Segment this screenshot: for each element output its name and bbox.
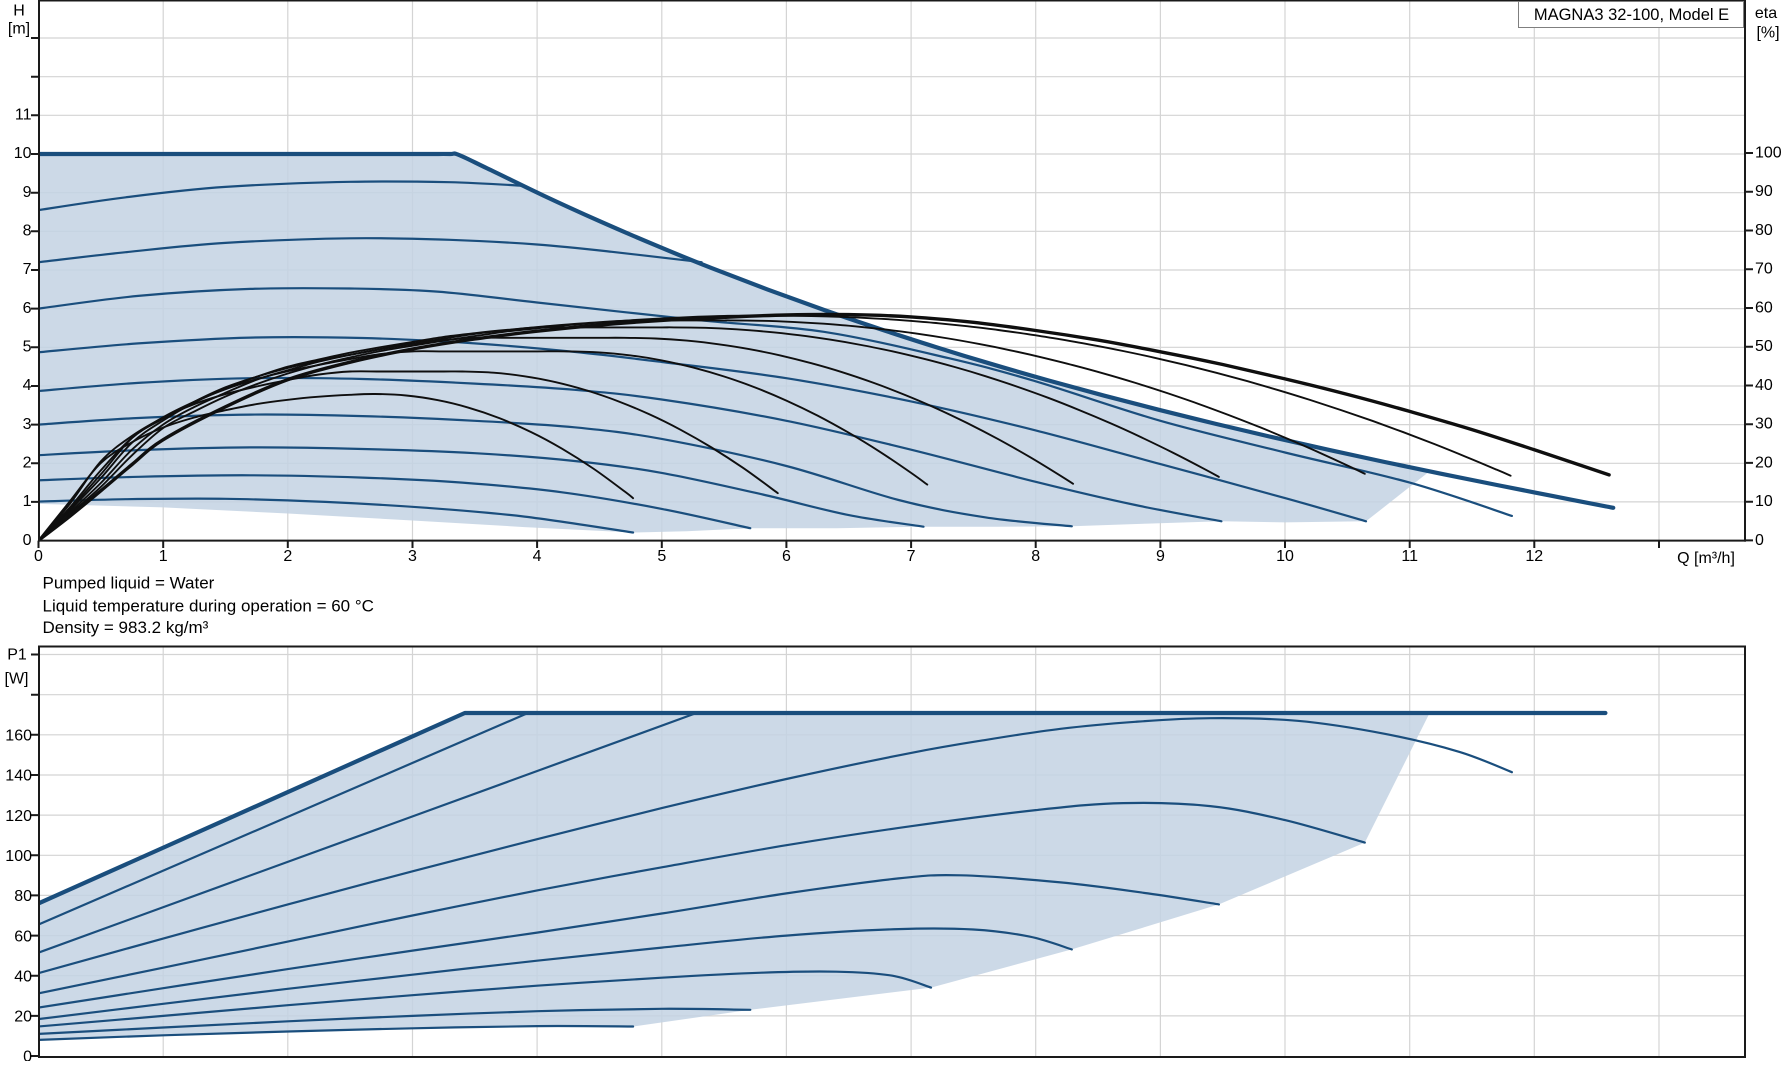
svg-text:20: 20 bbox=[1755, 454, 1773, 471]
svg-text:100: 100 bbox=[5, 848, 32, 865]
svg-text:4: 4 bbox=[533, 548, 542, 565]
svg-text:80: 80 bbox=[14, 888, 32, 905]
svg-text:6: 6 bbox=[782, 548, 791, 565]
svg-text:160: 160 bbox=[5, 728, 32, 745]
svg-text:30: 30 bbox=[1755, 416, 1773, 433]
svg-text:70: 70 bbox=[1755, 261, 1773, 278]
svg-text:5: 5 bbox=[657, 548, 666, 565]
svg-text:6: 6 bbox=[23, 300, 32, 317]
svg-text:10: 10 bbox=[1276, 548, 1294, 565]
svg-text:[%]: [%] bbox=[1756, 24, 1779, 41]
svg-text:1: 1 bbox=[23, 493, 32, 510]
svg-text:H: H bbox=[13, 3, 25, 20]
svg-text:60: 60 bbox=[14, 928, 32, 945]
svg-text:7: 7 bbox=[23, 261, 32, 278]
svg-text:4: 4 bbox=[23, 377, 32, 394]
svg-text:40: 40 bbox=[14, 968, 32, 985]
svg-text:7: 7 bbox=[907, 548, 916, 565]
svg-text:50: 50 bbox=[1755, 338, 1773, 355]
svg-text:12: 12 bbox=[1525, 548, 1543, 565]
svg-text:10: 10 bbox=[14, 145, 32, 162]
svg-text:10: 10 bbox=[1755, 493, 1773, 510]
svg-text:Q [m³/h]: Q [m³/h] bbox=[1677, 550, 1735, 567]
svg-text:Density = 983.2 kg/m³: Density = 983.2 kg/m³ bbox=[43, 618, 209, 637]
svg-text:90: 90 bbox=[1755, 183, 1773, 200]
svg-text:2: 2 bbox=[283, 548, 292, 565]
svg-text:1: 1 bbox=[159, 548, 168, 565]
svg-text:MAGNA3 32-100, Model E: MAGNA3 32-100, Model E bbox=[1534, 6, 1729, 24]
svg-text:40: 40 bbox=[1755, 377, 1773, 394]
svg-text:0: 0 bbox=[1755, 532, 1764, 549]
svg-text:11: 11 bbox=[1401, 548, 1418, 565]
svg-text:P1: P1 bbox=[7, 647, 27, 664]
svg-text:80: 80 bbox=[1755, 222, 1773, 239]
svg-text:60: 60 bbox=[1755, 299, 1773, 316]
svg-text:0: 0 bbox=[23, 1049, 32, 1061]
svg-text:0: 0 bbox=[34, 548, 43, 565]
svg-text:[m]: [m] bbox=[8, 21, 30, 38]
svg-text:0: 0 bbox=[23, 532, 32, 549]
svg-text:140: 140 bbox=[5, 768, 32, 785]
svg-text:3: 3 bbox=[23, 416, 32, 433]
svg-text:11: 11 bbox=[15, 107, 32, 124]
svg-text:Pumped liquid = Water: Pumped liquid = Water bbox=[43, 574, 215, 593]
svg-text:9: 9 bbox=[1156, 548, 1165, 565]
svg-text:120: 120 bbox=[5, 808, 32, 825]
svg-text:Liquid temperature during oper: Liquid temperature during operation = 60… bbox=[43, 597, 374, 616]
svg-text:20: 20 bbox=[14, 1009, 32, 1026]
svg-text:9: 9 bbox=[23, 184, 32, 201]
svg-text:[W]: [W] bbox=[5, 671, 29, 688]
svg-text:3: 3 bbox=[408, 548, 417, 565]
svg-text:2: 2 bbox=[23, 455, 32, 472]
svg-text:8: 8 bbox=[1031, 548, 1040, 565]
svg-text:100: 100 bbox=[1755, 144, 1782, 161]
svg-text:8: 8 bbox=[23, 223, 32, 240]
svg-text:eta: eta bbox=[1755, 5, 1777, 22]
svg-text:5: 5 bbox=[23, 339, 32, 356]
